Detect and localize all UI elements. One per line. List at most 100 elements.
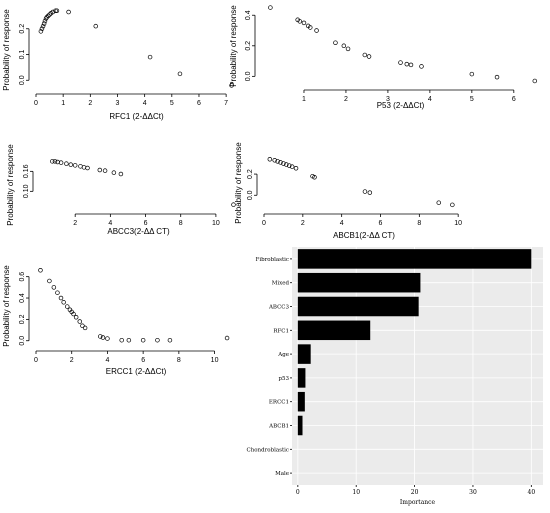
category-label: Chondroblastic: [247, 447, 290, 453]
x-axis-label: RFC1 (2-ΔΔCt): [109, 112, 164, 121]
data-point: [267, 156, 273, 162]
data-point: [97, 167, 103, 173]
y-tick-label: 0.10: [23, 184, 30, 198]
data-point: [229, 83, 234, 88]
data-point: [71, 311, 76, 317]
data-point: [54, 8, 60, 13]
y-axis-label: Probability of response: [234, 142, 243, 224]
data-point: [272, 158, 277, 163]
y-tick-label: 0.2: [245, 41, 252, 51]
x-tick-label: 6: [144, 220, 148, 227]
category-label: ABCC3: [268, 305, 290, 311]
x-tick-label: 7: [224, 100, 228, 107]
data-point: [102, 168, 108, 173]
data-point: [100, 335, 106, 340]
data-point: [39, 26, 45, 32]
scatter-panel-2: 1 2 3 4 5 6 0.0 0.2 0.4 P53 (2-ΔΔCt) Probability o…: [229, 5, 538, 110]
y-tick-label: 0.0: [245, 71, 252, 81]
data-point: [81, 165, 87, 170]
bar: [297, 344, 311, 364]
x-tick-label: 20: [411, 489, 419, 496]
x-axis-label: ERCC1 (2-ΔΔCt): [106, 367, 167, 376]
x-tick-label: 40: [528, 489, 536, 496]
x-tick-label: 6: [512, 96, 516, 103]
data-point: [38, 29, 44, 34]
data-point: [308, 25, 313, 30]
bar: [297, 272, 421, 293]
data-point: [45, 13, 51, 19]
data-point: [55, 159, 60, 165]
data-point: [312, 175, 317, 180]
data-point: [61, 300, 66, 305]
data-point: [167, 337, 173, 343]
x-tick-label: 10: [211, 357, 219, 364]
x-tick-label: 5: [170, 100, 174, 107]
data-point: [367, 190, 373, 195]
data-point: [47, 12, 52, 17]
x-tick-label: 2: [88, 100, 92, 107]
x-tick-label: 2: [73, 220, 77, 227]
data-point: [345, 46, 351, 52]
data-point: [398, 60, 403, 65]
x-tick-label: 0: [262, 220, 266, 227]
data-point: [118, 171, 124, 177]
data-point: [177, 71, 183, 77]
data-point: [58, 160, 64, 165]
y-axis-label: Probability of response: [2, 9, 11, 91]
y-tick-label: 0.2: [19, 314, 26, 324]
data-point: [93, 23, 99, 29]
x-tick-label: 30: [469, 489, 477, 496]
data-point: [231, 202, 236, 207]
data-point: [105, 336, 110, 341]
data-point: [333, 40, 338, 45]
category-label: Fibroblastic: [256, 257, 289, 263]
data-point: [64, 161, 69, 166]
data-point: [42, 18, 48, 24]
y-tick-label: 0.0: [19, 75, 26, 85]
x-tick-label: 4: [428, 96, 432, 103]
y-tick-label: 0.4: [245, 10, 252, 20]
scatter-panel-3: 2 4 6 8 10 0.10 0.16 ABCC3(2-ΔΔ CT) Probability …: [6, 144, 236, 236]
bar: [297, 320, 371, 341]
x-tick-label: 6: [141, 357, 145, 364]
data-point: [404, 61, 410, 67]
y-tick-label: 0.6: [19, 272, 26, 282]
data-point: [147, 54, 153, 60]
data-point: [362, 189, 368, 194]
data-point: [126, 337, 132, 343]
y-tick-label: 0.16: [23, 164, 30, 178]
data-point: [80, 323, 85, 329]
data-point: [51, 285, 57, 290]
data-point: [40, 23, 46, 29]
data-point: [72, 163, 78, 168]
x-tick-label: 2: [344, 96, 348, 103]
data-point: [155, 337, 160, 343]
category-label: Mixed: [272, 281, 290, 287]
y-axis-label: Probability of response: [229, 5, 238, 87]
bar: [297, 391, 305, 412]
data-point: [119, 337, 124, 343]
x-tick-label: 5: [470, 96, 474, 103]
y-tick-label: 0.4: [19, 293, 26, 303]
x-tick-label: 2: [301, 220, 305, 227]
x-tick-label: 4: [143, 100, 147, 107]
category-label: ERCC1: [269, 400, 289, 406]
data-point: [366, 54, 372, 59]
x-tick-label: 10: [352, 489, 360, 496]
x-tick-label: 8: [179, 220, 183, 227]
bar: [297, 415, 303, 436]
data-point: [275, 159, 280, 164]
x-tick-label: 6: [379, 220, 383, 227]
x-tick-label: 0: [296, 489, 300, 496]
x-tick-label: 0: [34, 100, 38, 107]
y-axis-label: Probability of response: [6, 144, 15, 226]
scatter-panel-1: 0 1 2 3 4 5 6 7 0.0 0.1 0.2 RFC1 (2-ΔΔCt) Probabilit…: [2, 8, 234, 121]
data-point: [362, 52, 368, 58]
y-tick-label: 0.0: [19, 336, 26, 346]
data-point: [494, 74, 500, 80]
x-tick-label: 3: [386, 96, 390, 103]
x-tick-label: 10: [454, 220, 462, 227]
data-point: [450, 202, 455, 208]
x-tick-label: 1: [302, 96, 306, 103]
